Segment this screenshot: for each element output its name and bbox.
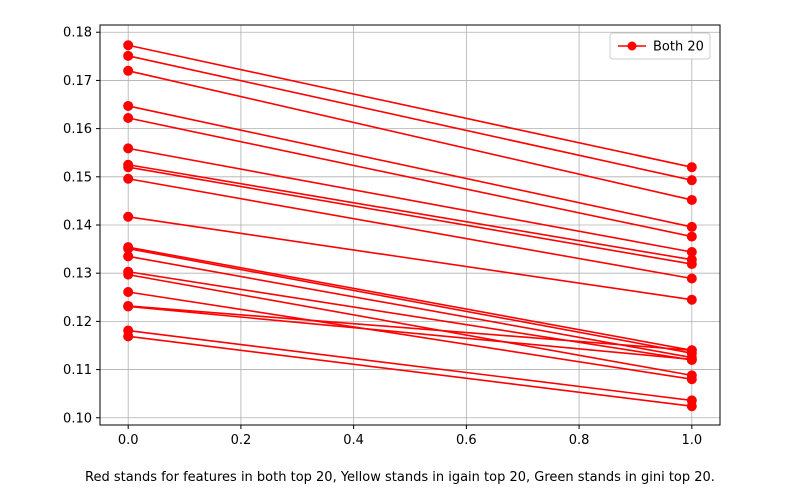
data-point [123, 331, 134, 342]
y-tick-label: 0.11 [63, 363, 92, 378]
series-line [123, 331, 697, 412]
data-point [686, 259, 697, 270]
x-tick-label: 0.2 [231, 433, 252, 448]
line-segment [128, 55, 692, 181]
y-tick-label: 0.18 [63, 26, 92, 41]
y-tick-label: 0.15 [63, 170, 92, 185]
data-point [123, 65, 134, 76]
line-segment [128, 305, 692, 352]
legend: Both 20 [609, 32, 711, 60]
data-point [123, 301, 134, 312]
legend-box [609, 32, 711, 60]
x-tick-label: 0.8 [569, 433, 590, 448]
series-line [123, 286, 697, 385]
series-line [123, 269, 697, 381]
line-segment [128, 44, 692, 168]
series-line [123, 50, 697, 186]
x-tick-label: 0.0 [118, 433, 139, 448]
line-segment [128, 247, 692, 354]
data-point [686, 345, 697, 356]
line-chart: 0.0 0.2 0.4 0.6 0.8 1.0 0.10 0.11 0.12 0.13 0.14 0.… [63, 24, 721, 448]
y-tick-label: 0.14 [63, 219, 92, 234]
data-point [686, 231, 697, 242]
data-point [123, 162, 134, 173]
line-segment [128, 163, 692, 261]
series-line [123, 113, 697, 242]
series-line [123, 100, 697, 232]
data-point [123, 113, 134, 124]
line-segment [128, 255, 692, 359]
y-tick-label: 0.16 [63, 122, 92, 137]
line-segment [128, 105, 692, 228]
series-line [123, 173, 697, 284]
data-point [123, 100, 134, 111]
data-point [123, 40, 134, 51]
axis-ticks: 0.0 0.2 0.4 0.6 0.8 1.0 0.10 0.11 0.12 0.13 0.14 0.… [63, 26, 702, 448]
line-segment [128, 329, 692, 402]
plot-lines [123, 40, 697, 412]
line-segment [128, 70, 692, 201]
data-point [123, 286, 134, 297]
line-segment [128, 246, 692, 352]
series-line [123, 159, 697, 265]
series-line [123, 40, 697, 173]
series-line [123, 162, 697, 270]
line-segment [128, 305, 692, 361]
series-line [123, 143, 697, 257]
data-point [686, 401, 697, 412]
data-point [686, 162, 697, 173]
data-point [123, 143, 134, 154]
line-segment [128, 335, 692, 407]
data-point [686, 294, 697, 305]
data-point [686, 194, 697, 205]
data-point [123, 50, 134, 61]
y-tick-label: 0.13 [63, 267, 92, 282]
chart-caption: Red stands for features in both top 20, … [85, 470, 715, 485]
series-line [123, 65, 697, 205]
line-segment [128, 147, 692, 253]
x-tick-label: 0.6 [456, 433, 477, 448]
data-point [123, 251, 134, 262]
data-point [686, 354, 697, 365]
y-tick-label: 0.17 [63, 74, 92, 89]
data-point [686, 273, 697, 284]
line-segment [128, 291, 692, 381]
line-segment [128, 216, 692, 301]
y-tick-label: 0.12 [63, 315, 92, 330]
data-point [686, 221, 697, 232]
series-line [123, 211, 697, 305]
x-tick-label: 1.0 [681, 433, 702, 448]
data-point [123, 269, 134, 280]
series-line [123, 251, 697, 363]
data-point [123, 173, 134, 184]
x-tick-label: 0.4 [343, 433, 364, 448]
line-segment [128, 166, 692, 265]
legend-marker [627, 41, 637, 51]
line-segment [128, 177, 692, 280]
line-segment [128, 270, 692, 361]
line-segment [128, 117, 692, 238]
line-segment [128, 273, 692, 377]
legend-label: Both 20 [653, 40, 704, 55]
series-line [123, 266, 697, 365]
data-point [123, 211, 134, 222]
y-tick-label: 0.10 [63, 411, 92, 426]
series-line [123, 301, 697, 365]
data-point [686, 175, 697, 186]
data-point [686, 374, 697, 385]
